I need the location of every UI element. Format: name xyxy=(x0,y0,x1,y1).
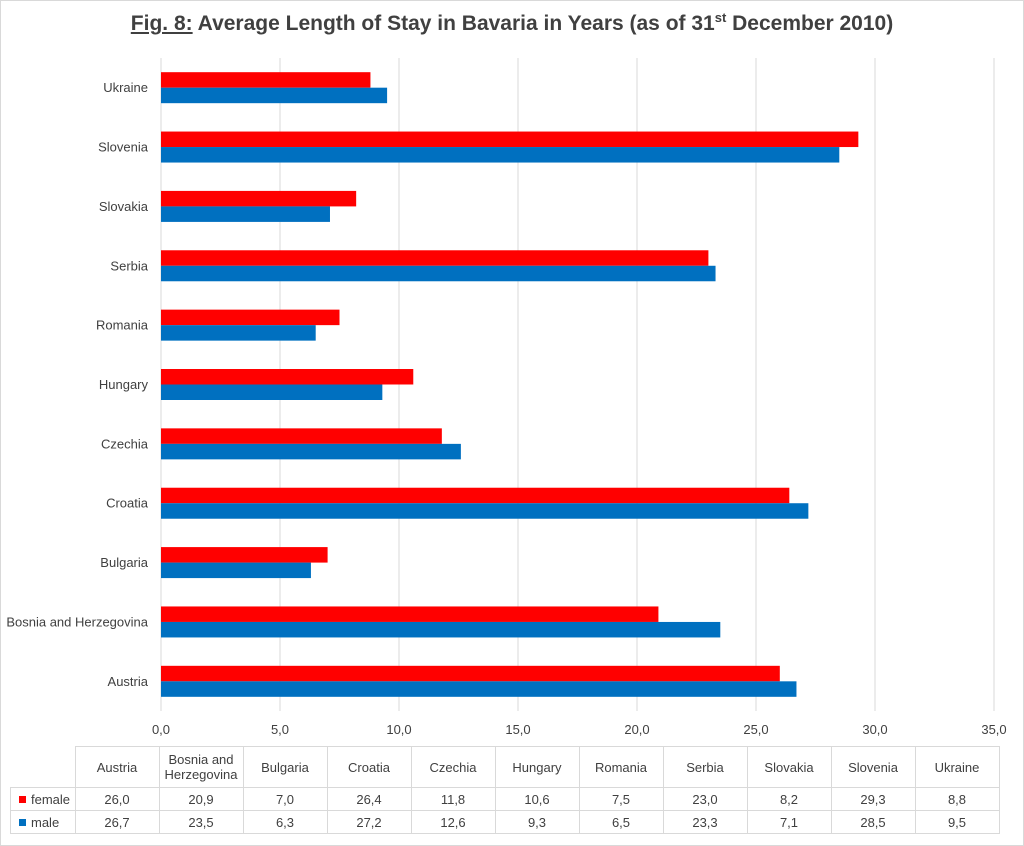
title-suffix: December 2010) xyxy=(726,12,894,35)
table-header-cell: Slovenia xyxy=(830,746,916,788)
title-main: Average Length of Stay in Bavaria in Yea… xyxy=(192,12,715,35)
bar-male xyxy=(161,443,461,460)
bar-male xyxy=(161,87,388,104)
y-category-label: Serbia xyxy=(110,258,148,273)
table-header-cell: Ukraine xyxy=(914,746,1000,788)
table-cell: 6,5 xyxy=(578,810,664,834)
table-cell: 26,0 xyxy=(74,787,160,811)
bar-female xyxy=(161,190,357,207)
legend-label: male xyxy=(31,814,60,830)
table-cell: 23,3 xyxy=(662,810,748,834)
x-tick-label: 35,0 xyxy=(981,722,1006,737)
y-category-label: Czechia xyxy=(101,436,149,451)
x-tick-label: 20,0 xyxy=(624,722,649,737)
male-legend-swatch xyxy=(19,818,26,826)
chart-title: Fig. 8: Average Length of Stay in Bavari… xyxy=(0,10,1024,36)
table-header-cell: Hungary xyxy=(494,746,580,788)
table-cell: 26,7 xyxy=(74,810,160,834)
x-tick-label: 30,0 xyxy=(862,722,887,737)
bar-female xyxy=(161,250,709,266)
table-header-cell: Serbia xyxy=(662,746,748,788)
table-cell: 6,3 xyxy=(242,810,328,834)
bar-female xyxy=(161,606,659,622)
x-tick-label: 5,0 xyxy=(271,722,289,737)
female-legend-swatch xyxy=(19,795,26,803)
y-category-label: Croatia xyxy=(106,496,149,511)
data-table-header-row: Austria Bosnia and Herzegovina Bulgaria … xyxy=(10,746,1000,788)
table-header-cell: Slovakia xyxy=(746,746,832,788)
table-cell: 10,6 xyxy=(494,787,580,811)
bar-female xyxy=(161,487,790,504)
x-tick-label: 10,0 xyxy=(386,722,411,737)
y-category-label: Austria xyxy=(108,674,149,689)
table-header-cell: Romania xyxy=(578,746,664,788)
bar-male xyxy=(161,325,316,341)
legend-male: male xyxy=(10,810,76,834)
table-cell: 9,3 xyxy=(494,810,580,834)
y-category-label: Hungary xyxy=(99,377,149,392)
bar-male xyxy=(161,503,809,519)
bar-female xyxy=(161,131,859,148)
table-cell: 27,2 xyxy=(326,810,412,834)
table-cell: 7,1 xyxy=(746,810,832,834)
table-header-cell: Austria xyxy=(74,746,160,788)
table-header-cell: Croatia xyxy=(326,746,412,788)
bar-female xyxy=(161,369,414,385)
table-cell: 23,5 xyxy=(158,810,244,834)
legend-label: female xyxy=(31,791,71,807)
bar-male xyxy=(161,621,721,638)
table-cell: 8,8 xyxy=(914,787,1000,811)
data-table-row-female: female 26,0 20,9 7,0 26,4 11,8 10,6 7,5 … xyxy=(10,787,1000,811)
figure-number: Fig. 8: xyxy=(130,12,193,35)
x-tick-label: 15,0 xyxy=(505,722,530,737)
data-table-row-male: male 26,7 23,5 6,3 27,2 12,6 9,3 6,5 23,… xyxy=(10,810,1000,834)
table-header-cell: Bulgaria xyxy=(242,746,328,788)
bar-female xyxy=(161,547,328,563)
y-category-label: Slovenia xyxy=(98,140,149,155)
table-cell: 23,0 xyxy=(662,787,748,811)
table-cell: 11,8 xyxy=(410,787,496,811)
bar-male xyxy=(161,681,797,697)
bar-male xyxy=(161,206,330,222)
bar-chart: 0,0 5,0 10,0 15,0 20,0 25,0 30,0 35,0 Austria Bos… xyxy=(6,58,1007,737)
table-cell: 29,3 xyxy=(830,787,916,811)
bar-male xyxy=(161,562,311,579)
title-superscript: st xyxy=(714,10,727,25)
x-tick-label: 25,0 xyxy=(743,722,768,737)
table-cell: 7,5 xyxy=(578,787,664,811)
bar-female xyxy=(161,428,442,444)
table-cell: 20,9 xyxy=(158,787,244,811)
x-tick-label: 0,0 xyxy=(152,722,170,737)
bar-male xyxy=(161,265,716,282)
legend-female: female xyxy=(10,787,76,811)
table-header-cell: Bosnia and Herzegovina xyxy=(158,746,244,788)
data-table: Austria Bosnia and Herzegovina Bulgaria … xyxy=(10,746,1000,834)
table-header-cell: Czechia xyxy=(410,746,496,788)
y-category-label: Romania xyxy=(96,318,149,333)
table-cell: 26,4 xyxy=(326,787,412,811)
y-category-label: Bulgaria xyxy=(100,555,148,570)
bar-female xyxy=(161,72,371,88)
table-cell: 9,5 xyxy=(914,810,1000,834)
bar-male xyxy=(161,384,383,400)
data-table-corner xyxy=(10,746,76,788)
y-category-label: Slovakia xyxy=(99,199,149,214)
table-cell: 8,2 xyxy=(746,787,832,811)
y-category-label: Ukraine xyxy=(103,80,148,95)
table-cell: 28,5 xyxy=(830,810,916,834)
bar-female xyxy=(161,309,340,326)
y-category-label: Bosnia and Herzegovina xyxy=(6,614,148,629)
table-cell: 12,6 xyxy=(410,810,496,834)
bar-female xyxy=(161,665,780,682)
table-cell: 7,0 xyxy=(242,787,328,811)
bar-male xyxy=(161,147,840,163)
